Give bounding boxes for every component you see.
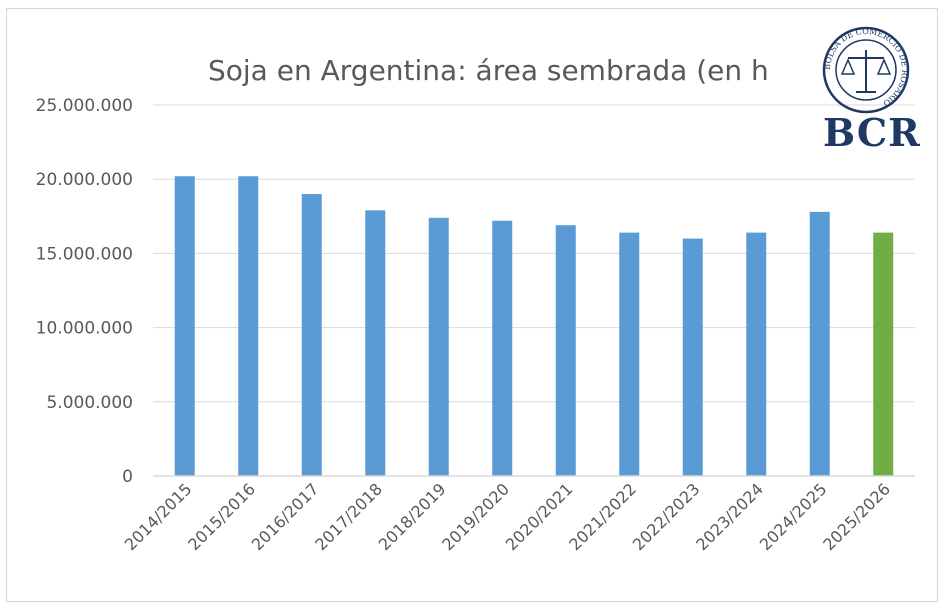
bcr-logo-text: BCR	[823, 110, 921, 155]
x-tick-label: 2022/2023	[629, 479, 704, 554]
y-tick-label: 25.000.000	[36, 96, 133, 116]
bar-2025-2026	[873, 232, 894, 476]
chart-title: Soja en Argentina: área sembrada (en h	[208, 54, 769, 87]
x-axis-ticks: 2014/20152015/20162016/20172017/20182018…	[121, 479, 894, 554]
bar-2023-2024	[746, 232, 767, 476]
y-tick-label: 0	[122, 467, 133, 487]
x-tick-label: 2025/2026	[819, 479, 894, 554]
bars	[174, 176, 894, 477]
x-tick-label: 2024/2025	[756, 479, 831, 554]
x-tick-label: 2016/2017	[248, 479, 323, 554]
gridlines	[153, 104, 915, 403]
bar-2021-2022	[619, 232, 640, 476]
y-axis-ticks: 0 5.000.000 10.000.000 15.000.000 20.000.000…	[36, 96, 133, 487]
x-tick-label: 2020/2021	[502, 479, 577, 554]
bar-2014-2015	[174, 176, 195, 476]
chart-frame	[6, 8, 938, 602]
bcr-logo: BOLSA DE COMERCIO DE ROSARIO BCR	[822, 26, 921, 155]
y-tick-label: 10.000.000	[36, 319, 133, 339]
x-tick-label: 2017/2018	[311, 479, 386, 554]
bar-2017-2018	[365, 210, 386, 476]
x-tick-label: 2023/2024	[692, 479, 767, 554]
y-tick-label: 5.000.000	[46, 393, 133, 413]
bar-2020-2021	[555, 225, 576, 476]
title-background	[160, 38, 780, 98]
bar-2018-2019	[428, 217, 449, 476]
x-tick-label: 2018/2019	[375, 479, 450, 554]
x-tick-label: 2019/2020	[438, 479, 513, 554]
bar-2016-2017	[301, 194, 322, 477]
bar-2019-2020	[492, 220, 513, 476]
y-tick-label: 15.000.000	[36, 244, 133, 264]
y-tick-label: 20.000.000	[36, 170, 133, 190]
bar-2024-2025	[809, 211, 830, 476]
x-tick-label: 2014/2015	[121, 479, 196, 554]
x-tick-label: 2021/2022	[565, 479, 640, 554]
bcr-seal-icon: BOLSA DE COMERCIO DE ROSARIO	[822, 26, 910, 114]
bar-2022-2023	[682, 238, 703, 476]
bar-2015-2016	[238, 176, 259, 476]
x-tick-label: 2015/2016	[184, 479, 259, 554]
